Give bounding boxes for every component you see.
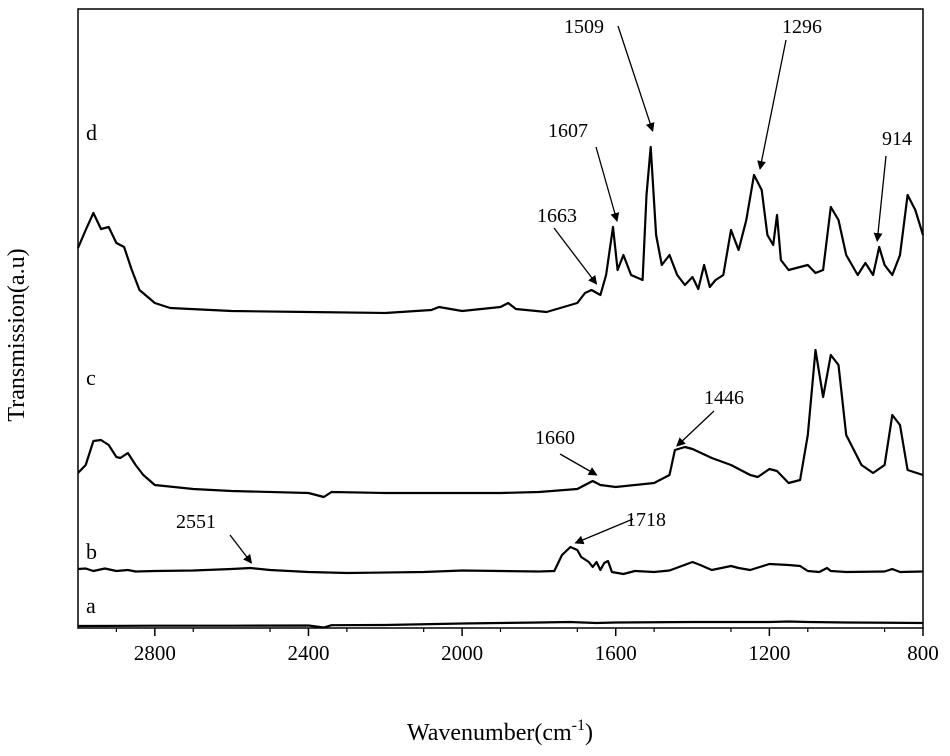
x-tick-label: 800 bbox=[907, 641, 939, 665]
annotation-label: 2551 bbox=[176, 511, 216, 533]
annotation-arrow bbox=[574, 518, 634, 545]
annotation-label: 1663 bbox=[537, 205, 577, 227]
y-axis-title: Transmission(a.u) bbox=[4, 248, 30, 421]
plot-frame bbox=[77, 8, 924, 629]
x-tick-label: 2800 bbox=[134, 641, 176, 665]
series-label-d: d bbox=[86, 120, 97, 145]
series-line-c bbox=[77, 348, 924, 499]
annotation-label: 1607 bbox=[548, 120, 588, 142]
series-label-c: c bbox=[86, 365, 96, 390]
x-tick-label: 2000 bbox=[441, 641, 483, 665]
annotation-arrow bbox=[229, 534, 253, 564]
series-line-b bbox=[77, 545, 924, 576]
annotation-arrow bbox=[595, 146, 620, 222]
annotation-arrow bbox=[757, 39, 787, 170]
annotation-label: 1660 bbox=[535, 427, 575, 449]
annotation-label: 1718 bbox=[626, 509, 666, 531]
x-axis-ticks: 2800 2400 2000 1600 1200 800 bbox=[115, 628, 939, 665]
x-axis-title: Wavenumber(cm-1) bbox=[407, 717, 593, 746]
annotation-label: 914 bbox=[882, 128, 912, 150]
annotation-label: 1296 bbox=[782, 16, 822, 38]
annotation-label: 1509 bbox=[564, 16, 604, 38]
series-line-d bbox=[76, 145, 925, 315]
peak-annotations: 1509 1296 1607 914 1663 1446 1660 2551 1718 bbox=[176, 16, 912, 564]
series-labels: a b c d bbox=[86, 120, 97, 618]
x-tick-label: 1200 bbox=[748, 641, 790, 665]
annotation-arrow bbox=[553, 227, 598, 285]
annotation-arrow bbox=[559, 453, 598, 476]
x-tick-label: 2400 bbox=[287, 641, 329, 665]
annotation-label: 1446 bbox=[704, 387, 744, 409]
series-label-a: a bbox=[86, 593, 96, 618]
annotation-arrow bbox=[676, 410, 715, 447]
annotation-arrow bbox=[873, 155, 887, 242]
annotation-arrow bbox=[617, 25, 655, 132]
series-label-b: b bbox=[86, 539, 97, 564]
series-layer bbox=[76, 145, 925, 629]
x-tick-label: 1600 bbox=[595, 641, 637, 665]
series-line-a bbox=[77, 620, 924, 629]
